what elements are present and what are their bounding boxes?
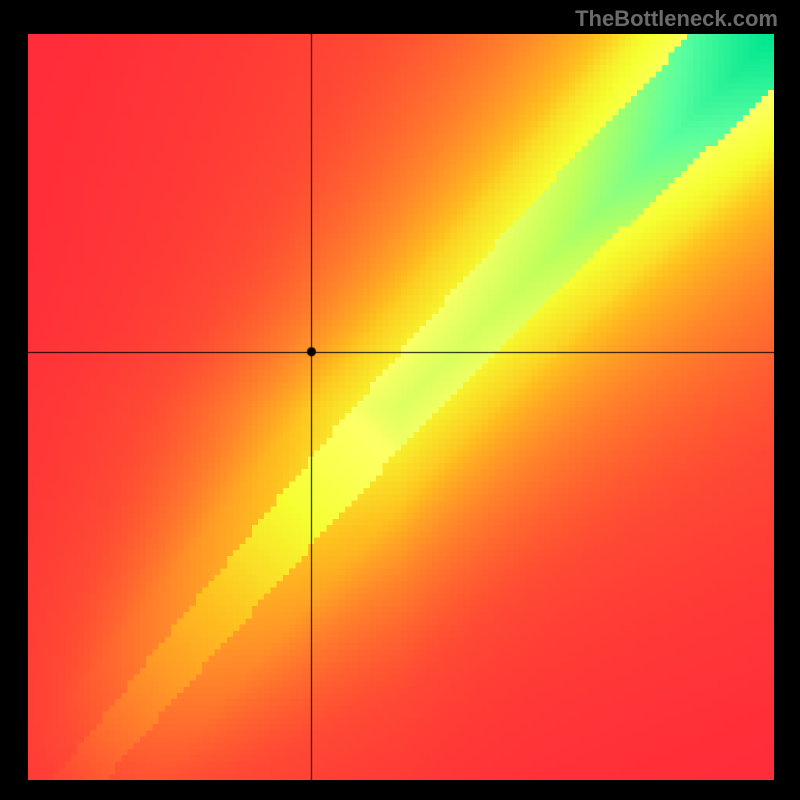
chart-container: TheBottleneck.com (0, 0, 800, 800)
source-watermark: TheBottleneck.com (575, 6, 778, 32)
bottleneck-heatmap (28, 34, 774, 780)
